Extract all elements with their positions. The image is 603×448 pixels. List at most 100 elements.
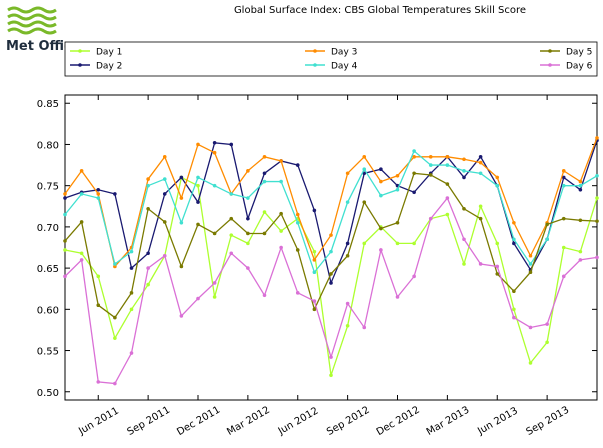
data-point (146, 177, 150, 181)
data-point (196, 142, 200, 147)
data-point (362, 155, 367, 159)
data-point (329, 249, 333, 254)
data-point (495, 183, 500, 188)
data-point (345, 324, 350, 328)
y-tick-label: 0.50 (37, 388, 59, 399)
data-point (179, 175, 184, 180)
data-point (495, 241, 500, 246)
data-point (412, 274, 416, 279)
data-point (561, 169, 566, 173)
data-point (295, 248, 300, 252)
data-point (462, 206, 466, 211)
data-point (578, 187, 583, 192)
data-point (229, 142, 234, 147)
data-point (512, 289, 516, 293)
data-point (445, 212, 450, 217)
data-point (545, 322, 549, 326)
data-point (362, 325, 367, 330)
data-point (512, 241, 516, 246)
logo-icon (7, 6, 57, 35)
data-point (478, 160, 483, 165)
data-point (478, 262, 483, 266)
data-point (379, 179, 383, 184)
data-point (79, 258, 84, 262)
data-point (545, 237, 549, 242)
data-point (279, 211, 283, 216)
y-tick-label: 0.60 (37, 305, 59, 316)
data-point (428, 155, 433, 159)
data-point (362, 200, 367, 204)
data-point (79, 220, 84, 224)
data-point (212, 183, 217, 188)
logo-text: Met Office (6, 39, 81, 54)
data-point (179, 220, 184, 225)
data-point (113, 315, 117, 320)
y-tick-label: 0.85 (37, 99, 59, 110)
y-tick-label: 0.80 (37, 140, 59, 151)
data-point (329, 272, 333, 276)
data-point (129, 307, 134, 312)
data-point (295, 163, 300, 167)
legend-box (64, 41, 598, 77)
data-point (561, 183, 566, 188)
plot-frame (64, 94, 598, 401)
data-point (79, 251, 84, 256)
data-point (428, 163, 433, 167)
data-point (63, 212, 67, 217)
data-point (229, 216, 234, 221)
data-point (79, 169, 84, 173)
data-point (279, 179, 283, 184)
data-point (162, 177, 167, 181)
data-point (445, 182, 450, 186)
data-point (146, 282, 150, 287)
legend-label: Day 3 (331, 48, 357, 58)
data-point (262, 231, 267, 236)
data-point (379, 193, 383, 198)
data-point (578, 258, 583, 262)
data-point (312, 258, 317, 262)
data-point (129, 291, 134, 295)
x-tick-label: Sep 2013 (525, 405, 572, 438)
data-point (412, 155, 416, 159)
data-point (279, 229, 283, 233)
data-point (528, 325, 533, 330)
data-point (96, 380, 101, 384)
data-point (362, 167, 367, 171)
data-point (561, 216, 566, 221)
data-point (312, 299, 317, 303)
legend-label: Day 1 (96, 48, 122, 58)
series-line (64, 137, 598, 268)
data-point (329, 373, 333, 378)
data-point (229, 192, 234, 196)
data-point (96, 196, 101, 200)
data-point (545, 222, 549, 227)
data-point (212, 281, 217, 285)
y-tick-label: 0.70 (37, 223, 59, 234)
data-point (528, 270, 533, 275)
data-point (495, 175, 500, 180)
data-point (329, 281, 333, 285)
x-tick-label: Dec 2011 (175, 405, 222, 439)
data-point (528, 253, 533, 258)
data-point (578, 183, 583, 188)
data-point (63, 196, 67, 200)
data-point (561, 175, 566, 180)
data-point (79, 192, 84, 196)
data-point (595, 196, 599, 200)
data-point (462, 157, 466, 162)
data-point (179, 314, 184, 318)
data-point (96, 192, 101, 196)
series-line (64, 176, 598, 376)
data-point (162, 220, 167, 224)
y-tick-label: 0.65 (37, 264, 59, 275)
data-point (179, 264, 184, 269)
data-point (262, 155, 267, 159)
data-point (329, 355, 333, 359)
y-tick-label: 0.75 (37, 182, 59, 193)
data-point (495, 272, 500, 276)
data-point (212, 141, 217, 145)
data-point (113, 192, 117, 196)
data-point (512, 220, 516, 225)
x-tick-label: Sep 2011 (126, 405, 173, 438)
